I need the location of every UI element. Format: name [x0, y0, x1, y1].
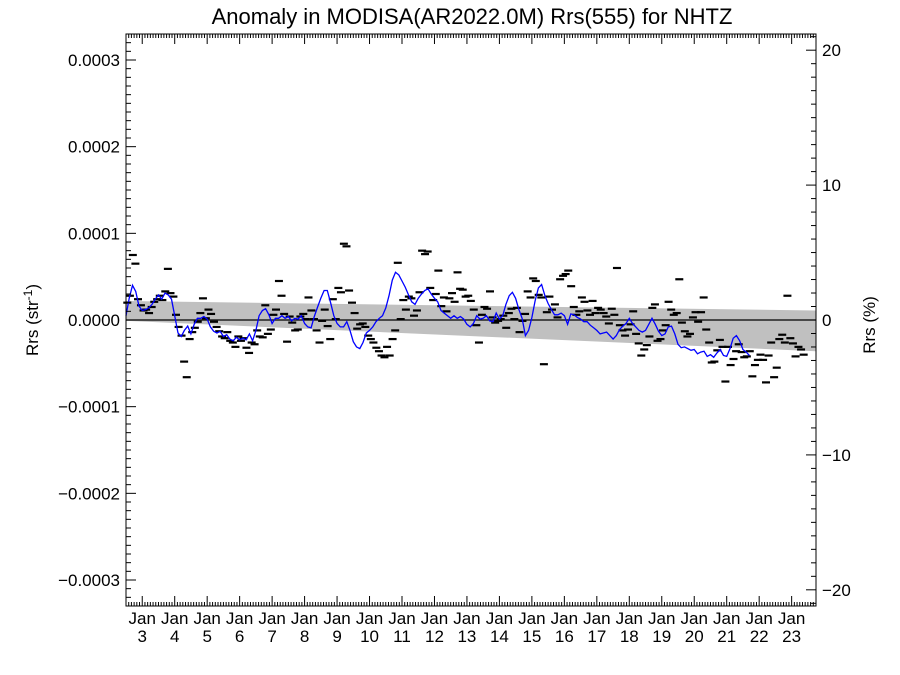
x-tick-label-month: Jan: [291, 609, 318, 628]
y-axis-right: 20 10 0 −10 −20: [806, 36, 851, 604]
x-tick-label-month: Jan: [323, 609, 350, 628]
y-tick-label: −0.0001: [58, 398, 120, 417]
x-tick-label-month: Jan: [226, 609, 253, 628]
x-tick-label-month: Jan: [616, 609, 643, 628]
y-axis-label: Rrs (str-1): [21, 284, 42, 356]
x-tick-label-year: 14: [490, 627, 509, 646]
x-tick-label-month: Jan: [713, 609, 740, 628]
y2-tick-label: 10: [822, 176, 841, 195]
y-tick-label: 0.0000: [68, 311, 120, 330]
x-tick-label-year: 11: [393, 627, 411, 646]
x-tick-label-year: 12: [425, 627, 444, 646]
x-tick-label-year: 20: [685, 627, 704, 646]
x-tick-label-month: Jan: [356, 609, 383, 628]
x-tick-label-month: Jan: [648, 609, 675, 628]
x-tick-label-month: Jan: [161, 609, 188, 628]
y-tick-label: −0.0002: [58, 484, 120, 503]
x-tick-label-year: 7: [267, 627, 276, 646]
x-tick-label-year: 10: [360, 627, 379, 646]
y-tick-label: 0.0002: [68, 138, 120, 157]
x-tick-label-year: 6: [235, 627, 244, 646]
x-axis: Jan3Jan4Jan5Jan6Jan7Jan8Jan9Jan10Jan11Ja…: [125, 34, 817, 646]
x-tick-label-month: Jan: [453, 609, 480, 628]
x-tick-label-month: Jan: [518, 609, 545, 628]
x-tick-label-year: 8: [300, 627, 309, 646]
x-tick-label-month: Jan: [129, 609, 156, 628]
x-tick-label-month: Jan: [421, 609, 448, 628]
y2-axis-label: Rrs (%): [860, 296, 879, 354]
x-tick-label-year: 19: [652, 627, 671, 646]
x-tick-label-year: 23: [782, 627, 801, 646]
y-axis-label-sup: -1: [21, 289, 35, 300]
x-tick-label-year: 21: [717, 627, 736, 646]
x-tick-label-month: Jan: [681, 609, 708, 628]
y-tick-label: 0.0003: [68, 51, 120, 70]
x-tick-label-month: Jan: [193, 609, 220, 628]
x-tick-label-year: 16: [555, 627, 574, 646]
x-tick-label-year: 22: [750, 627, 769, 646]
x-tick-label-year: 9: [332, 627, 341, 646]
y2-tick-label: 20: [822, 41, 841, 60]
x-tick-label-month: Jan: [778, 609, 805, 628]
x-tick-label-year: 17: [587, 627, 606, 646]
x-tick-label-month: Jan: [551, 609, 578, 628]
y2-tick-label: 0: [822, 311, 831, 330]
x-tick-label-year: 5: [202, 627, 211, 646]
plot-area: [123, 242, 816, 384]
x-tick-label-year: 4: [170, 627, 179, 646]
y2-tick-label: −20: [822, 581, 851, 600]
y2-tick-label: −10: [822, 446, 851, 465]
chart-title: Anomaly in MODISA(AR2022.0M) Rrs(555) fo…: [212, 4, 733, 29]
y-tick-label: −0.0003: [58, 571, 120, 590]
y-tick-label: 0.0001: [68, 224, 120, 243]
plot-frame: [125, 33, 817, 607]
y-axis-left: 0.0003 0.0002 0.0001 0.0000 −0.0001 −0.0002 −0…: [58, 33, 136, 607]
x-tick-label-year: 3: [138, 627, 147, 646]
x-tick-label-year: 13: [457, 627, 476, 646]
x-tick-label-month: Jan: [745, 609, 772, 628]
smoothed-line: [125, 271, 750, 359]
x-tick-label-month: Jan: [486, 609, 513, 628]
x-tick-label-month: Jan: [258, 609, 285, 628]
y-axis-label-close: ): [23, 284, 42, 290]
x-tick-label-year: 18: [620, 627, 639, 646]
x-tick-label-year: 15: [522, 627, 541, 646]
x-tick-label-month: Jan: [388, 609, 415, 628]
x-tick-label-month: Jan: [583, 609, 610, 628]
y-axis-label-main: Rrs (str: [23, 300, 42, 356]
